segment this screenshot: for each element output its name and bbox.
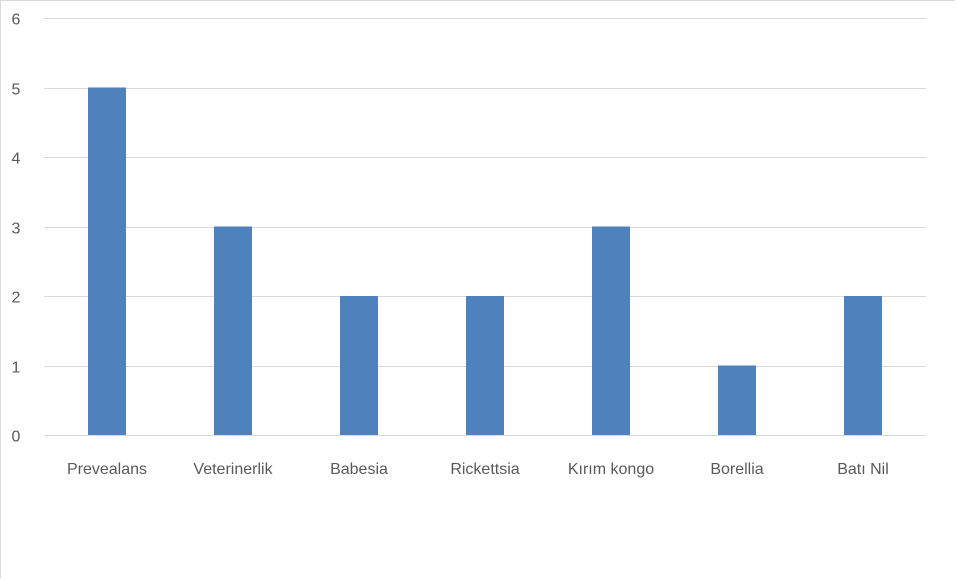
y-tick-label: 4: [12, 151, 21, 168]
x-category-label: Rickettsia: [450, 461, 519, 478]
bar-borellia: [718, 365, 756, 435]
y-axis-tick-labels: 0 1 2 3 4 5 6: [12, 12, 21, 446]
bar-kırım-kongo: [592, 226, 630, 435]
x-category-label: Borellia: [710, 461, 763, 478]
y-tick-label: 0: [12, 429, 21, 446]
bar-veterinerlik: [214, 226, 252, 435]
x-category-label: Batı Nil: [837, 461, 889, 478]
bar-batı-nil: [844, 296, 882, 435]
bars: [88, 87, 882, 435]
x-category-label: Prevealans: [67, 461, 147, 478]
x-axis-category-labels: Prevealans Veterinerlik Babesia Rickettsia K…: [67, 461, 889, 478]
bar-rickettsia: [466, 296, 504, 435]
bar-babesia: [340, 296, 378, 435]
x-category-label: Veterinerlik: [193, 461, 273, 478]
y-tick-label: 5: [12, 82, 21, 99]
y-tick-label: 3: [12, 221, 21, 238]
y-tick-label: 2: [12, 290, 21, 307]
x-category-label: Babesia: [330, 461, 388, 478]
x-category-label: Kırım kongo: [568, 461, 654, 478]
y-tick-label: 1: [12, 360, 21, 377]
y-tick-label: 6: [12, 12, 21, 29]
bar-prevealans: [88, 87, 126, 435]
